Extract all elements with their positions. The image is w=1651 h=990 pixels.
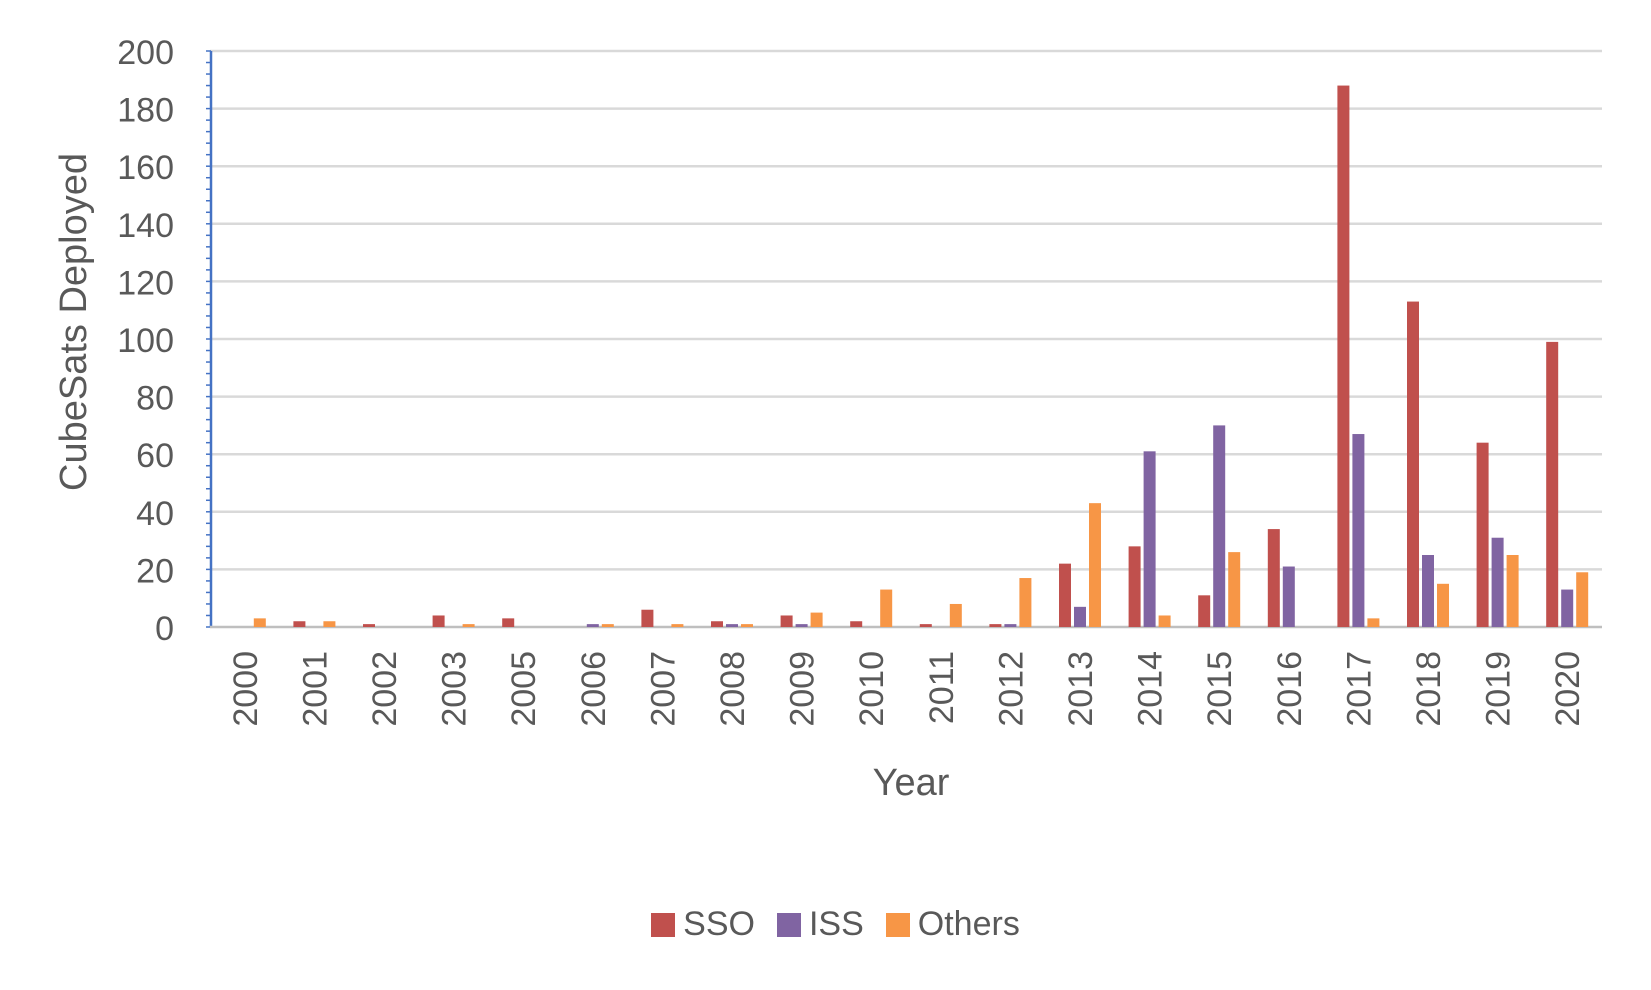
bar-others-2011[interactable] [949, 603, 962, 627]
x-tick-label: 2010 [853, 651, 891, 727]
x-axis-title: Year [873, 762, 950, 804]
x-tick-label: 2017 [1340, 651, 1378, 727]
bar-iss-2012[interactable] [1004, 624, 1017, 627]
y-tick-label: 80 [136, 380, 174, 418]
bar-sso-2010[interactable] [850, 621, 863, 627]
bar-iss-2020[interactable] [1561, 589, 1574, 627]
y-axis-title: CubeSats Deployed [53, 153, 95, 491]
x-tick-label: 2015 [1201, 651, 1239, 727]
bar-others-2017[interactable] [1367, 618, 1380, 627]
bar-sso-2019[interactable] [1476, 442, 1489, 627]
x-tick-label: 2008 [714, 651, 752, 727]
x-tick-label: 2020 [1549, 651, 1587, 727]
x-tick-label: 2014 [1132, 651, 1170, 727]
bar-sso-2015[interactable] [1198, 595, 1211, 627]
bar-iss-2014[interactable] [1143, 451, 1156, 627]
bar-iss-2018[interactable] [1422, 555, 1434, 627]
bar-sso-2017[interactable] [1337, 85, 1350, 627]
legend-swatch-others [885, 912, 910, 937]
x-tick-label: 2009 [784, 651, 822, 727]
bar-sso-2008[interactable] [711, 621, 723, 627]
y-tick-label: 20 [136, 552, 174, 590]
bar-iss-2013[interactable] [1074, 606, 1086, 627]
bar-others-2003[interactable] [462, 624, 475, 627]
y-tick-label: 0 [155, 610, 174, 648]
x-tick-label: 2000 [227, 651, 265, 727]
bar-iss-2015[interactable] [1213, 425, 1226, 627]
bar-others-2014[interactable] [1158, 615, 1171, 627]
bars [253, 85, 1589, 627]
y-tick-label: 140 [117, 207, 174, 245]
x-tick-label: 2011 [923, 651, 961, 724]
y-tick-label: 40 [136, 495, 174, 533]
bar-others-2012[interactable] [1019, 578, 1032, 627]
bar-others-2018[interactable] [1437, 583, 1449, 627]
legend-item-others[interactable]: Others [885, 905, 1020, 944]
legend: SSO ISS Others [0, 905, 1651, 944]
legend-label-iss: ISS [808, 905, 864, 943]
bar-sso-2007[interactable] [641, 609, 654, 627]
x-tick-label: 2005 [505, 651, 543, 727]
legend-swatch-iss [776, 912, 801, 937]
bar-iss-2016[interactable] [1282, 566, 1295, 627]
x-axis: 2000 2001 2002 2003 2005 2006 2007 2008 2009 2010… [210, 625, 1602, 727]
y-tick-label: 180 [117, 92, 174, 130]
bar-sso-2011[interactable] [919, 624, 932, 627]
bar-sso-2005[interactable] [502, 618, 515, 627]
bar-others-2006[interactable] [601, 624, 614, 627]
x-tick-label: 2006 [575, 651, 613, 727]
bar-sso-2018[interactable] [1407, 301, 1419, 627]
bar-iss-2008[interactable] [726, 624, 738, 627]
legend-item-iss[interactable]: ISS [776, 905, 864, 944]
bar-others-2000[interactable] [253, 618, 266, 627]
x-tick-label: 2013 [1062, 651, 1100, 727]
y-tick-label: 120 [117, 264, 174, 302]
legend-swatch-sso [651, 912, 676, 937]
bar-others-2007[interactable] [671, 624, 684, 627]
x-tick-label: 2019 [1480, 651, 1518, 727]
legend-label-others: Others [917, 905, 1020, 943]
bar-others-2015[interactable] [1228, 552, 1241, 627]
x-tick-label: 2001 [296, 651, 334, 727]
bar-sso-2014[interactable] [1128, 546, 1141, 627]
x-tick-label: 2003 [436, 651, 474, 727]
bar-sso-2020[interactable] [1546, 341, 1559, 627]
legend-item-sso[interactable]: SSO [651, 905, 755, 944]
bar-iss-2006[interactable] [586, 624, 599, 627]
bar-others-2013[interactable] [1089, 503, 1101, 627]
bar-others-2001[interactable] [323, 621, 336, 627]
bar-sso-2002[interactable] [363, 624, 375, 627]
bar-sso-2001[interactable] [293, 621, 306, 627]
bar-others-2009[interactable] [810, 612, 823, 627]
y-tick-label: 160 [117, 149, 174, 187]
y-tick-label: 60 [136, 437, 174, 475]
bar-others-2010[interactable] [880, 589, 893, 627]
bar-iss-2009[interactable] [795, 624, 808, 627]
bar-sso-2009[interactable] [780, 615, 793, 627]
bar-others-2020[interactable] [1576, 572, 1589, 627]
bar-sso-2003[interactable] [432, 615, 445, 627]
y-tick-label: 200 [117, 34, 174, 72]
y-axis: 0 20 40 60 80 100 120 140 160 180 200 [117, 34, 213, 648]
x-tick-label: 2018 [1410, 651, 1448, 727]
bar-sso-2013[interactable] [1059, 563, 1071, 627]
y-tick-label: 100 [117, 322, 174, 360]
legend-label-sso: SSO [683, 905, 755, 943]
x-tick-label: 2012 [992, 651, 1030, 727]
bar-iss-2019[interactable] [1491, 537, 1504, 627]
bar-sso-2016[interactable] [1267, 529, 1280, 627]
x-tick-label: 2002 [366, 651, 404, 727]
bar-iss-2017[interactable] [1352, 434, 1365, 627]
bar-others-2019[interactable] [1506, 555, 1519, 627]
bar-others-2008[interactable] [741, 624, 753, 627]
x-tick-label: 2007 [644, 651, 682, 727]
bar-sso-2012[interactable] [989, 624, 1002, 627]
x-tick-label: 2016 [1271, 651, 1309, 727]
gridlines [210, 49, 1602, 571]
